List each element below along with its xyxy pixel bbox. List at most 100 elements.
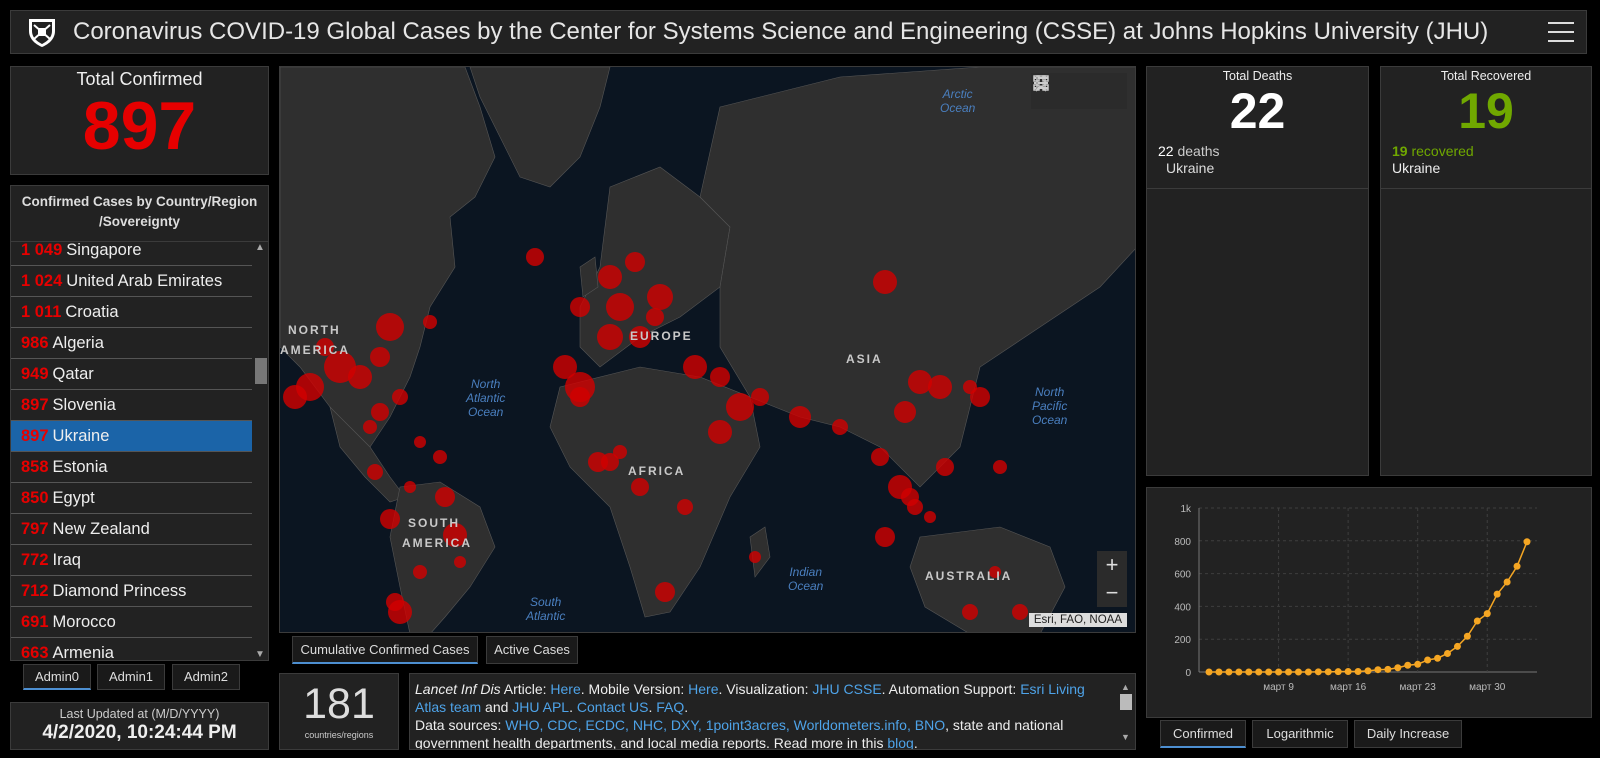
chart-point[interactable] [1245, 668, 1253, 676]
case-bubble[interactable] [646, 308, 664, 326]
case-bubble[interactable] [413, 565, 427, 579]
case-bubble[interactable] [553, 355, 577, 379]
case-bubble[interactable] [963, 380, 977, 394]
list-item[interactable]: 1 024 United Arab Emirates [11, 266, 252, 297]
chart-point[interactable] [1483, 610, 1491, 618]
basemap-gallery-icon[interactable] [1033, 75, 1121, 101]
case-bubble[interactable] [629, 326, 651, 348]
list-item[interactable]: 1 011 Croatia [11, 297, 252, 328]
esri-team-link[interactable]: Esri Living Atlas team [415, 681, 1085, 715]
info-scrollbar-thumb[interactable] [1120, 694, 1132, 710]
case-bubble[interactable] [989, 566, 1001, 578]
case-bubble[interactable] [677, 499, 693, 515]
scroll-down-icon[interactable]: ▼ [255, 649, 265, 660]
case-bubble[interactable] [832, 419, 848, 435]
case-bubble[interactable] [749, 551, 761, 563]
scroll-up-icon[interactable]: ▲ [255, 242, 265, 253]
contact-link[interactable]: Contact US [576, 699, 649, 715]
map-canvas[interactable] [280, 67, 1136, 633]
list-item[interactable]: 949 Qatar [11, 359, 252, 390]
world-map[interactable]: NORTH AMERICA EUROPE ASIA AFRICA SOUTH A… [279, 66, 1136, 633]
chart-point[interactable] [1314, 668, 1322, 676]
list-item[interactable]: 772 Iraq [11, 545, 252, 576]
sources-links[interactable]: WHO, CDC, ECDC, NHC, DXY, 1point3acres, … [505, 717, 946, 733]
country-list[interactable]: 1 049 Singapore 1 024 United Arab Emirates 1… [11, 235, 252, 659]
chart-point[interactable] [1344, 668, 1352, 676]
tab-chart-logarithmic[interactable]: Logarithmic [1252, 720, 1348, 748]
case-bubble[interactable] [970, 387, 990, 407]
case-bubble[interactable] [894, 401, 916, 423]
blog-link[interactable]: blog [887, 735, 914, 750]
case-bubble[interactable] [908, 370, 932, 394]
chart-point[interactable] [1285, 668, 1292, 676]
chart-point[interactable] [1225, 668, 1233, 676]
chart-point[interactable] [1384, 665, 1392, 673]
chart-point[interactable] [1414, 660, 1422, 668]
case-bubble[interactable] [924, 511, 936, 523]
case-bubble[interactable] [376, 313, 404, 341]
tab-cumulative-confirmed[interactable]: Cumulative Confirmed Cases [292, 636, 478, 664]
case-bubble[interactable] [708, 420, 732, 444]
case-bubble[interactable] [588, 452, 608, 472]
chart-point[interactable] [1513, 562, 1521, 570]
case-bubble[interactable] [647, 284, 673, 310]
case-bubble[interactable] [371, 403, 389, 421]
case-bubble[interactable] [597, 324, 623, 350]
case-bubble[interactable] [443, 523, 467, 547]
hamburger-menu-icon[interactable] [1548, 22, 1574, 42]
tab-admin0[interactable]: Admin0 [23, 664, 91, 690]
chart-point[interactable] [1434, 654, 1442, 662]
chart-point[interactable] [1473, 617, 1481, 625]
case-bubble[interactable] [370, 347, 390, 367]
tab-chart-daily-increase[interactable]: Daily Increase [1354, 720, 1462, 748]
list-item[interactable]: 1 049 Singapore [11, 235, 252, 266]
case-bubble[interactable] [875, 527, 895, 547]
case-bubble[interactable] [1012, 604, 1028, 620]
chart-point[interactable] [1523, 538, 1531, 546]
case-bubble[interactable] [454, 556, 466, 568]
chart-point[interactable] [1275, 668, 1283, 676]
case-bubble[interactable] [423, 315, 437, 329]
case-bubble[interactable] [873, 270, 897, 294]
list-item[interactable]: 663 Armenia [11, 638, 252, 659]
list-item[interactable]: 986 Algeria [11, 328, 252, 359]
case-bubble[interactable] [570, 297, 590, 317]
deaths-detail[interactable]: 22 deaths Ukraine [1158, 143, 1220, 176]
case-bubble[interactable] [404, 481, 416, 493]
case-bubble[interactable] [324, 351, 356, 383]
case-bubble[interactable] [625, 252, 645, 272]
case-bubble[interactable] [710, 367, 730, 387]
article-link[interactable]: Here [550, 681, 581, 697]
case-bubble[interactable] [598, 265, 622, 289]
scrollbar-thumb[interactable] [255, 358, 267, 384]
case-bubble[interactable] [570, 387, 590, 407]
case-bubble[interactable] [526, 248, 544, 266]
info-scroll-down-icon[interactable]: ▼ [1121, 732, 1130, 742]
case-bubble[interactable] [316, 338, 334, 356]
country-list-scrollbar[interactable]: ▲ ▼ [252, 242, 268, 660]
case-bubble[interactable] [907, 499, 923, 515]
faq-link[interactable]: FAQ [656, 699, 685, 715]
list-item[interactable]: 691 Morocco [11, 607, 252, 638]
info-scroll-up-icon[interactable]: ▲ [1121, 682, 1130, 692]
case-bubble[interactable] [936, 458, 954, 476]
jhu-csse-link[interactable]: JHU CSSE [812, 681, 882, 697]
case-bubble[interactable] [631, 478, 649, 496]
case-bubble[interactable] [392, 389, 408, 405]
chart-point[interactable] [1215, 668, 1223, 676]
mobile-version-link[interactable]: Here [688, 681, 719, 697]
case-bubble[interactable] [367, 464, 383, 480]
chart-point[interactable] [1444, 649, 1451, 657]
case-bubble[interactable] [683, 355, 707, 379]
chart-point[interactable] [1364, 667, 1372, 675]
case-bubble[interactable] [789, 406, 811, 428]
list-item[interactable]: 712 Diamond Princess [11, 576, 252, 607]
tab-admin2[interactable]: Admin2 [172, 664, 240, 690]
list-item[interactable]: 897 Slovenia [11, 390, 252, 421]
chart-point[interactable] [1463, 632, 1471, 640]
chart-point[interactable] [1294, 668, 1302, 676]
list-item[interactable]: 797 New Zealand [11, 514, 252, 545]
case-bubble[interactable] [613, 445, 627, 459]
chart-point[interactable] [1354, 668, 1362, 676]
zoom-in-button[interactable]: + [1105, 552, 1119, 577]
